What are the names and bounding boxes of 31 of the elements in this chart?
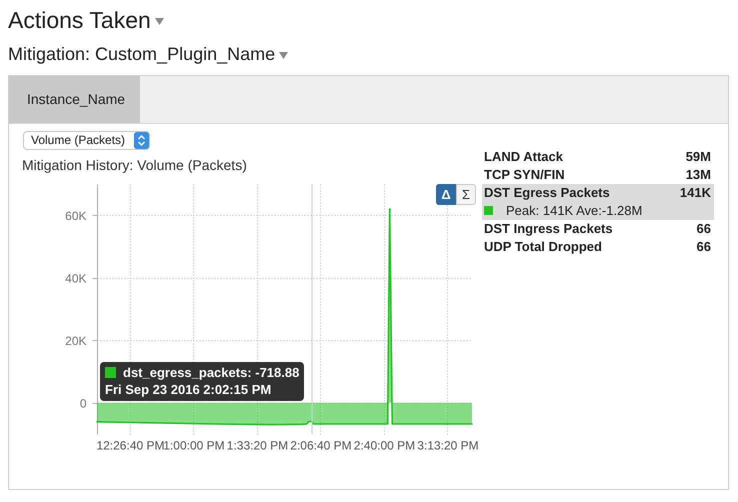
text: 66	[696, 238, 711, 256]
text: 59M	[686, 148, 711, 166]
y-tick-label: 40K	[65, 271, 86, 286]
x-tick-label: 1:33:20 PM	[226, 438, 288, 452]
text: 13M	[686, 166, 711, 184]
text: UDP Total Dropped	[484, 238, 602, 256]
x-tick-label: 3:13:20 PM	[417, 438, 479, 452]
text: TCP SYN/FIN	[484, 166, 565, 184]
tooltip: dst_egress_packets: -718.88 Fri Sep 23 2016 2:02:15 PM	[100, 362, 304, 401]
annotation: dst_egress_packets: -718.88	[123, 365, 300, 380]
y-tick-label: 60K	[65, 208, 86, 223]
text: LAND Attack	[484, 148, 563, 166]
text: 66	[696, 220, 711, 238]
x-tick-label: 12:26:40 PM	[96, 438, 164, 452]
text: DST Ingress Packets	[484, 220, 613, 238]
y-tick-label: 20K	[65, 334, 86, 348]
chart-title: Mitigation History: Volume (Packets)	[22, 156, 247, 174]
text: Mitigation: Custom_Plugin_Name	[8, 44, 276, 64]
text: Actions Taken	[8, 7, 151, 33]
delta-button: Δ	[436, 184, 456, 205]
text: DST Egress Packets	[484, 184, 610, 202]
x-tick-label: 2:40:00 PM	[354, 438, 416, 452]
x-tick-label: 2:06:40 PM	[290, 438, 352, 452]
annotation: Fri Sep 23 2016 2:02:15 PM	[105, 381, 272, 398]
y-tick-label: 0	[80, 396, 87, 410]
text: Peak: 141K Ave:-1.28M	[506, 202, 642, 220]
sum-button: Σ	[456, 184, 476, 205]
text: 141K	[680, 184, 711, 202]
dropdown: Volume (Packets)	[23, 131, 150, 150]
tab: Instance_Name	[9, 76, 140, 123]
x-tick-label: 1:00:00 PM	[163, 438, 225, 452]
